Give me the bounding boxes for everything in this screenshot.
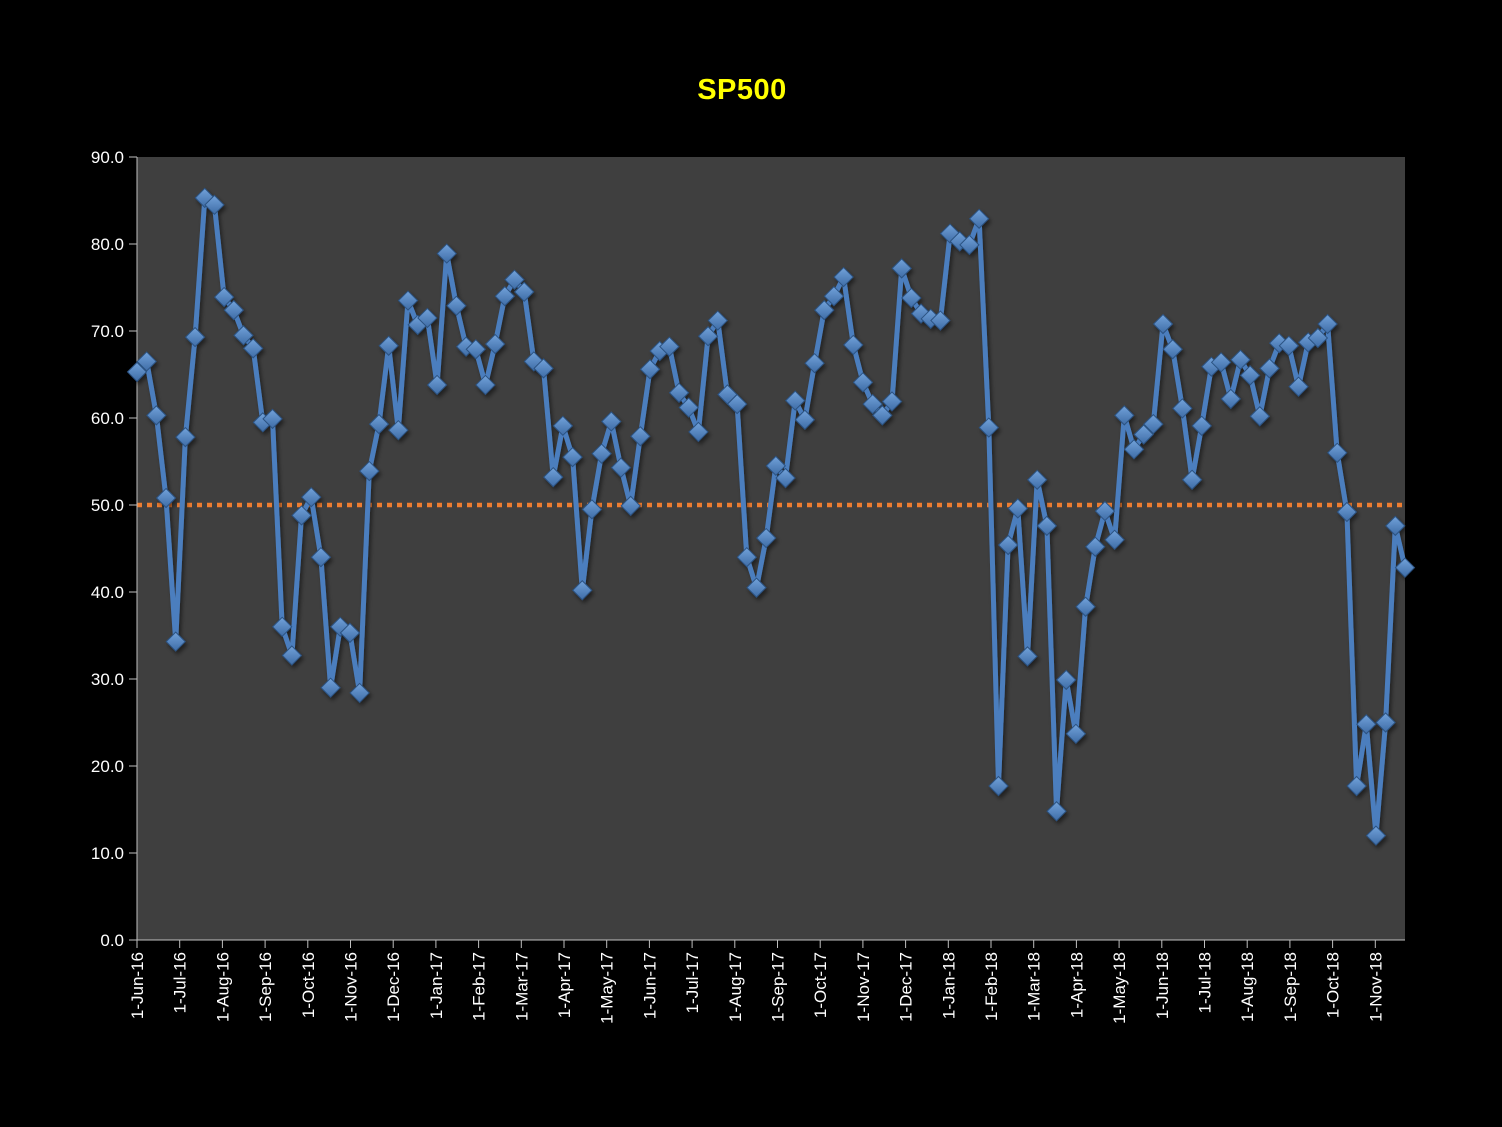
series-markers: [126, 187, 1416, 846]
svg-text:40.0: 40.0: [91, 583, 124, 602]
svg-text:1-Dec-16: 1-Dec-16: [384, 952, 403, 1022]
svg-text:1-Aug-18: 1-Aug-18: [1238, 952, 1257, 1022]
svg-text:1-Aug-16: 1-Aug-16: [213, 952, 232, 1022]
svg-text:1-Jul-16: 1-Jul-16: [171, 952, 190, 1013]
svg-text:1-May-17: 1-May-17: [598, 952, 617, 1024]
svg-text:1-Oct-17: 1-Oct-17: [811, 952, 830, 1018]
svg-text:90.0: 90.0: [91, 148, 124, 167]
sp500-series: [126, 187, 1416, 846]
svg-text:1-Jun-17: 1-Jun-17: [640, 952, 659, 1019]
svg-text:1-Jul-18: 1-Jul-18: [1196, 952, 1215, 1013]
svg-text:60.0: 60.0: [91, 409, 124, 428]
svg-text:1-Jul-17: 1-Jul-17: [683, 952, 702, 1013]
svg-text:10.0: 10.0: [91, 844, 124, 863]
svg-text:1-Aug-17: 1-Aug-17: [726, 952, 745, 1022]
svg-text:1-Nov-17: 1-Nov-17: [854, 952, 873, 1022]
x-axis-ticks: [136, 940, 1376, 948]
svg-text:1-Oct-16: 1-Oct-16: [299, 952, 318, 1018]
svg-text:1-Dec-17: 1-Dec-17: [897, 952, 916, 1022]
svg-text:1-Jan-18: 1-Jan-18: [939, 952, 958, 1019]
svg-text:1-Jun-16: 1-Jun-16: [128, 952, 147, 1019]
x-axis-labels: 1-Jun-16 1-Jul-16 1-Aug-16 1-Sep-16 1-Oct-16…: [128, 952, 1385, 1024]
axis-lines: [136, 157, 1405, 941]
svg-text:1-Apr-17: 1-Apr-17: [555, 952, 574, 1018]
svg-text:1-Sep-18: 1-Sep-18: [1281, 952, 1300, 1022]
svg-text:1-Jun-18: 1-Jun-18: [1153, 952, 1172, 1019]
svg-text:1-Apr-18: 1-Apr-18: [1067, 952, 1086, 1018]
chart-title: SP500: [697, 74, 787, 106]
y-axis-ticks: [129, 156, 137, 941]
svg-text:1-Feb-18: 1-Feb-18: [982, 952, 1001, 1021]
svg-text:0.0: 0.0: [100, 931, 124, 950]
svg-text:80.0: 80.0: [91, 235, 124, 254]
y-axis-labels: 0.0 10.0 20.0 30.0 40.0 50.0 60.0 70.0 80.0 90.0: [91, 148, 124, 950]
svg-text:1-May-18: 1-May-18: [1110, 952, 1129, 1024]
svg-text:1-Feb-17: 1-Feb-17: [470, 952, 489, 1021]
svg-text:70.0: 70.0: [91, 322, 124, 341]
plot-area: [137, 157, 1405, 940]
svg-text:1-Nov-18: 1-Nov-18: [1366, 952, 1385, 1022]
svg-text:1-Sep-16: 1-Sep-16: [256, 952, 275, 1022]
svg-text:1-Mar-17: 1-Mar-17: [512, 952, 531, 1021]
svg-text:1-Jan-17: 1-Jan-17: [427, 952, 446, 1019]
svg-text:1-Mar-18: 1-Mar-18: [1025, 952, 1044, 1021]
svg-text:1-Oct-18: 1-Oct-18: [1324, 952, 1343, 1018]
svg-text:1-Sep-17: 1-Sep-17: [769, 952, 788, 1022]
svg-text:20.0: 20.0: [91, 757, 124, 776]
svg-text:1-Nov-16: 1-Nov-16: [342, 952, 361, 1022]
svg-text:30.0: 30.0: [91, 670, 124, 689]
svg-text:50.0: 50.0: [91, 496, 124, 515]
